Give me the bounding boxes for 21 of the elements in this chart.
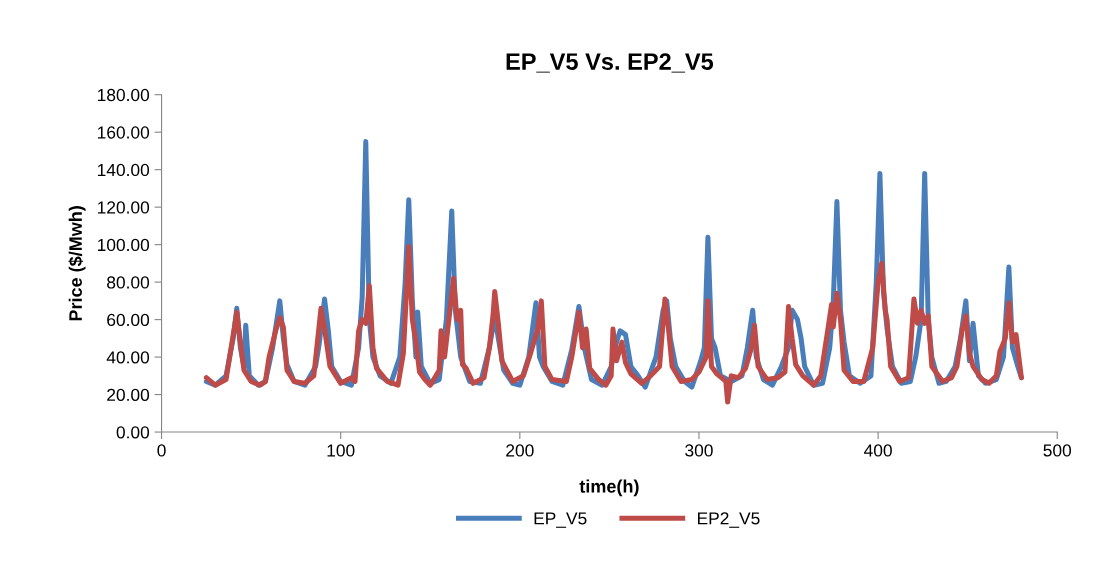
x-axis-title: time(h)	[579, 479, 639, 497]
y-tick-label: 140.00	[97, 163, 150, 177]
x-tick-label: 500	[1043, 444, 1072, 457]
y-tick-label: 0.00	[116, 426, 150, 439]
chart-title: EP_V5 Vs. EP2_V5	[506, 53, 714, 73]
x-tick-label: 100	[327, 444, 355, 457]
y-axis-title: Price ($/Mwh)	[68, 206, 86, 321]
x-tick-label: 400	[864, 444, 892, 457]
y-tick-label: 20.00	[107, 388, 150, 402]
x-tick-label: 0	[157, 444, 166, 457]
legend-label: EP_V5	[534, 512, 587, 528]
y-tick-label: 40.00	[106, 351, 150, 364]
y-tick-label: 100.00	[97, 238, 150, 252]
y-tick-label: 120.00	[97, 201, 150, 214]
x-tick-label: 300	[685, 444, 713, 457]
x-tick-label: 200	[506, 444, 534, 457]
y-tick-label: 60.00	[107, 313, 150, 327]
legend-label: EP2_V5	[698, 512, 760, 528]
y-tick-label: 180.00	[97, 88, 150, 102]
y-tick-label: 160.00	[97, 126, 150, 139]
y-tick-label: 80.00	[107, 276, 150, 289]
